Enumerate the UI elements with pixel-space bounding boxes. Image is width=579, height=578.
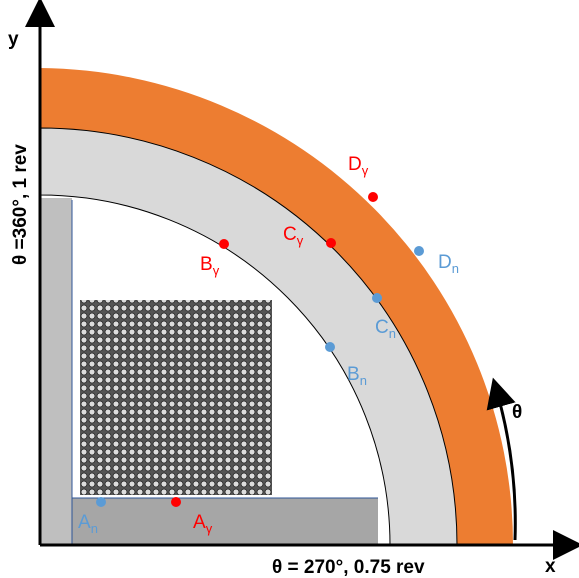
point: [368, 192, 378, 202]
point-label: Bγ: [200, 254, 220, 278]
lattice-image: [80, 300, 272, 495]
label-main: C: [375, 317, 389, 338]
x-label: x: [545, 556, 556, 577]
label-main: C: [283, 224, 297, 245]
point: [326, 238, 336, 248]
point: [96, 497, 106, 507]
point-label: Dn: [438, 252, 459, 276]
label-sub: γ: [362, 163, 369, 178]
bottom-bar: [72, 498, 378, 545]
point: [372, 293, 382, 303]
point: [219, 239, 229, 249]
label-sub: n: [389, 326, 396, 341]
point-label: Dγ: [348, 154, 369, 178]
label-main: B: [347, 364, 360, 385]
label-sub: n: [91, 521, 98, 536]
y-label: y: [8, 29, 19, 50]
left-bar: [40, 198, 72, 545]
label-main: A: [78, 512, 91, 533]
label-sub: γ: [206, 521, 213, 536]
label-sub: n: [452, 261, 459, 276]
label-main: D: [348, 154, 362, 175]
diagram: y x θ θ =360°, 1 rev θ = 270°, 0.75 rev …: [0, 0, 579, 578]
label-main: A: [193, 512, 206, 533]
label-sub: γ: [213, 263, 220, 278]
point: [414, 246, 424, 256]
point: [171, 497, 181, 507]
theta-label: θ: [512, 402, 522, 423]
point: [325, 342, 335, 352]
theta-top-label: θ =360°, 1 rev: [10, 144, 31, 265]
theta-right-label: θ = 270°, 0.75 rev: [272, 557, 425, 578]
label-main: D: [438, 252, 452, 273]
label-sub: n: [360, 373, 367, 388]
label-sub: γ: [297, 233, 304, 248]
label-main: B: [200, 254, 213, 275]
